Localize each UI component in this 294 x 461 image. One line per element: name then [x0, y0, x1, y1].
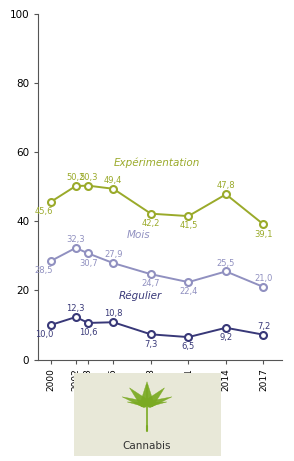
Text: 30,7: 30,7 — [79, 259, 98, 268]
PathPatch shape — [146, 402, 167, 407]
Text: 24,7: 24,7 — [142, 279, 160, 289]
Text: ✿: ✿ — [146, 404, 148, 405]
Text: 7,3: 7,3 — [144, 340, 158, 349]
PathPatch shape — [141, 388, 165, 407]
Text: 10,0: 10,0 — [35, 330, 53, 339]
Text: 12,3: 12,3 — [66, 304, 85, 313]
Text: 10,8: 10,8 — [104, 309, 123, 319]
PathPatch shape — [129, 388, 153, 407]
Text: 32,3: 32,3 — [66, 235, 85, 244]
PathPatch shape — [144, 397, 172, 408]
PathPatch shape — [127, 402, 148, 407]
Text: Régulier: Régulier — [119, 290, 163, 301]
Text: 49,4: 49,4 — [104, 176, 123, 185]
Text: 6,5: 6,5 — [182, 343, 195, 351]
Text: 41,5: 41,5 — [179, 221, 198, 230]
PathPatch shape — [122, 397, 150, 408]
Text: 45,6: 45,6 — [34, 207, 53, 216]
Text: 25,5: 25,5 — [217, 259, 235, 267]
FancyBboxPatch shape — [69, 371, 225, 459]
Text: 47,8: 47,8 — [217, 182, 235, 190]
Text: 7,2: 7,2 — [257, 322, 270, 331]
Text: 39,1: 39,1 — [254, 230, 273, 239]
Text: Expérimentation: Expérimentation — [114, 157, 200, 168]
Text: 9,2: 9,2 — [219, 333, 233, 342]
Text: 10,6: 10,6 — [79, 328, 98, 337]
Text: 28,5: 28,5 — [34, 266, 53, 275]
Text: Cannabis: Cannabis — [123, 441, 171, 450]
Text: Mois: Mois — [126, 230, 150, 240]
Text: 50,3: 50,3 — [79, 173, 98, 182]
Text: 27,9: 27,9 — [104, 250, 123, 259]
Text: 22,4: 22,4 — [179, 287, 198, 296]
Text: 50,2: 50,2 — [66, 173, 85, 182]
Text: 21,0: 21,0 — [254, 274, 273, 283]
Text: 42,2: 42,2 — [142, 219, 160, 228]
PathPatch shape — [140, 382, 154, 405]
